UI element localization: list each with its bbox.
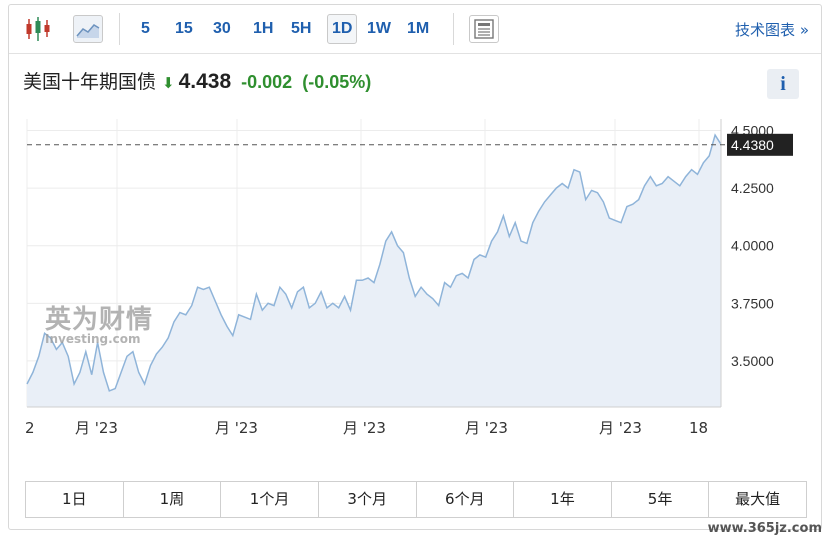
info-button[interactable]: i xyxy=(767,69,799,99)
timeframe-30[interactable]: 30 xyxy=(213,20,231,37)
chart-toolbar: 5 15 30 1H 5H 1D 1W 1M 技术图表 » xyxy=(9,5,821,54)
tech-chart-link[interactable]: 技术图表 » xyxy=(735,19,809,40)
toolbar-divider xyxy=(453,13,454,45)
series-area xyxy=(27,135,721,407)
y-tick-label: 4.2500 xyxy=(731,180,774,196)
range-6m[interactable]: 6个月 xyxy=(417,482,515,517)
timeframe-1h[interactable]: 1H xyxy=(253,20,274,37)
range-selector: 1日 1周 1个月 3个月 6个月 1年 5年 最大值 xyxy=(25,481,807,518)
timeframe-1w[interactable]: 1W xyxy=(367,20,391,37)
current-value-badge xyxy=(727,133,793,156)
range-1d[interactable]: 1日 xyxy=(26,482,124,517)
candlestick-icon[interactable] xyxy=(23,15,53,43)
price-change: -0.002 xyxy=(241,72,293,92)
range-1y[interactable]: 1年 xyxy=(514,482,612,517)
x-tick-label: 月 '23 xyxy=(465,419,508,437)
y-tick-label: 4.0000 xyxy=(731,238,774,254)
x-tick-label: 月 '23 xyxy=(599,419,642,437)
chart-widget: 5 15 30 1H 5H 1D 1W 1M 技术图表 » 美国十年期国债 ⬇ 4.… xyxy=(8,4,822,530)
price-change-percent: (-0.05%) xyxy=(302,72,372,92)
last-price: 4.438 xyxy=(178,70,232,93)
double-chevron-right-icon: » xyxy=(799,21,809,39)
timeframe-1d[interactable]: 1D xyxy=(327,14,358,44)
y-tick-label: 3.5000 xyxy=(731,353,774,369)
document-icon[interactable] xyxy=(469,15,499,43)
watermark-en: Investing.com xyxy=(45,332,141,346)
range-max[interactable]: 最大值 xyxy=(735,490,781,508)
watermark-cn: 英为财情 xyxy=(45,305,154,335)
timeframe-15[interactable]: 15 xyxy=(175,20,193,37)
timeframe-5[interactable]: 5 xyxy=(141,20,150,37)
price-chart: 4.5000 4.2500 4.0000 3.7500 3.5000 4.4380 2 月 '… xyxy=(9,109,823,439)
quote-header: 美国十年期国债 ⬇ 4.438 -0.002 (-0.05%) xyxy=(23,67,371,94)
tech-chart-label: 技术图表 xyxy=(735,21,796,39)
y-tick-label: 3.7500 xyxy=(731,295,774,311)
x-tick-label: 月 '23 xyxy=(75,419,118,437)
x-tick-label: 月 '23 xyxy=(343,419,386,437)
timeframe-5h[interactable]: 5H xyxy=(291,20,312,37)
range-5y[interactable]: 5年 xyxy=(612,482,710,517)
range-3m[interactable]: 3个月 xyxy=(319,482,417,517)
x-tick-label: 2 xyxy=(25,419,35,437)
x-tick-label: 18 xyxy=(689,419,708,437)
down-arrow-icon: ⬇ xyxy=(162,74,175,92)
site-watermark: www.365jz.com xyxy=(707,521,822,536)
x-tick-label: 月 '23 xyxy=(215,419,258,437)
range-1m[interactable]: 1个月 xyxy=(221,482,319,517)
range-1w[interactable]: 1周 xyxy=(124,482,222,517)
area-chart-icon[interactable] xyxy=(73,15,103,43)
series-line xyxy=(26,133,722,392)
timeframe-1m[interactable]: 1M xyxy=(407,20,430,37)
current-value-label: 4.4380 xyxy=(731,137,774,153)
instrument-name: 美国十年期国债 xyxy=(23,71,157,93)
toolbar-divider xyxy=(119,13,120,45)
investing-watermark: 英为财情 Investing.com xyxy=(45,299,153,346)
